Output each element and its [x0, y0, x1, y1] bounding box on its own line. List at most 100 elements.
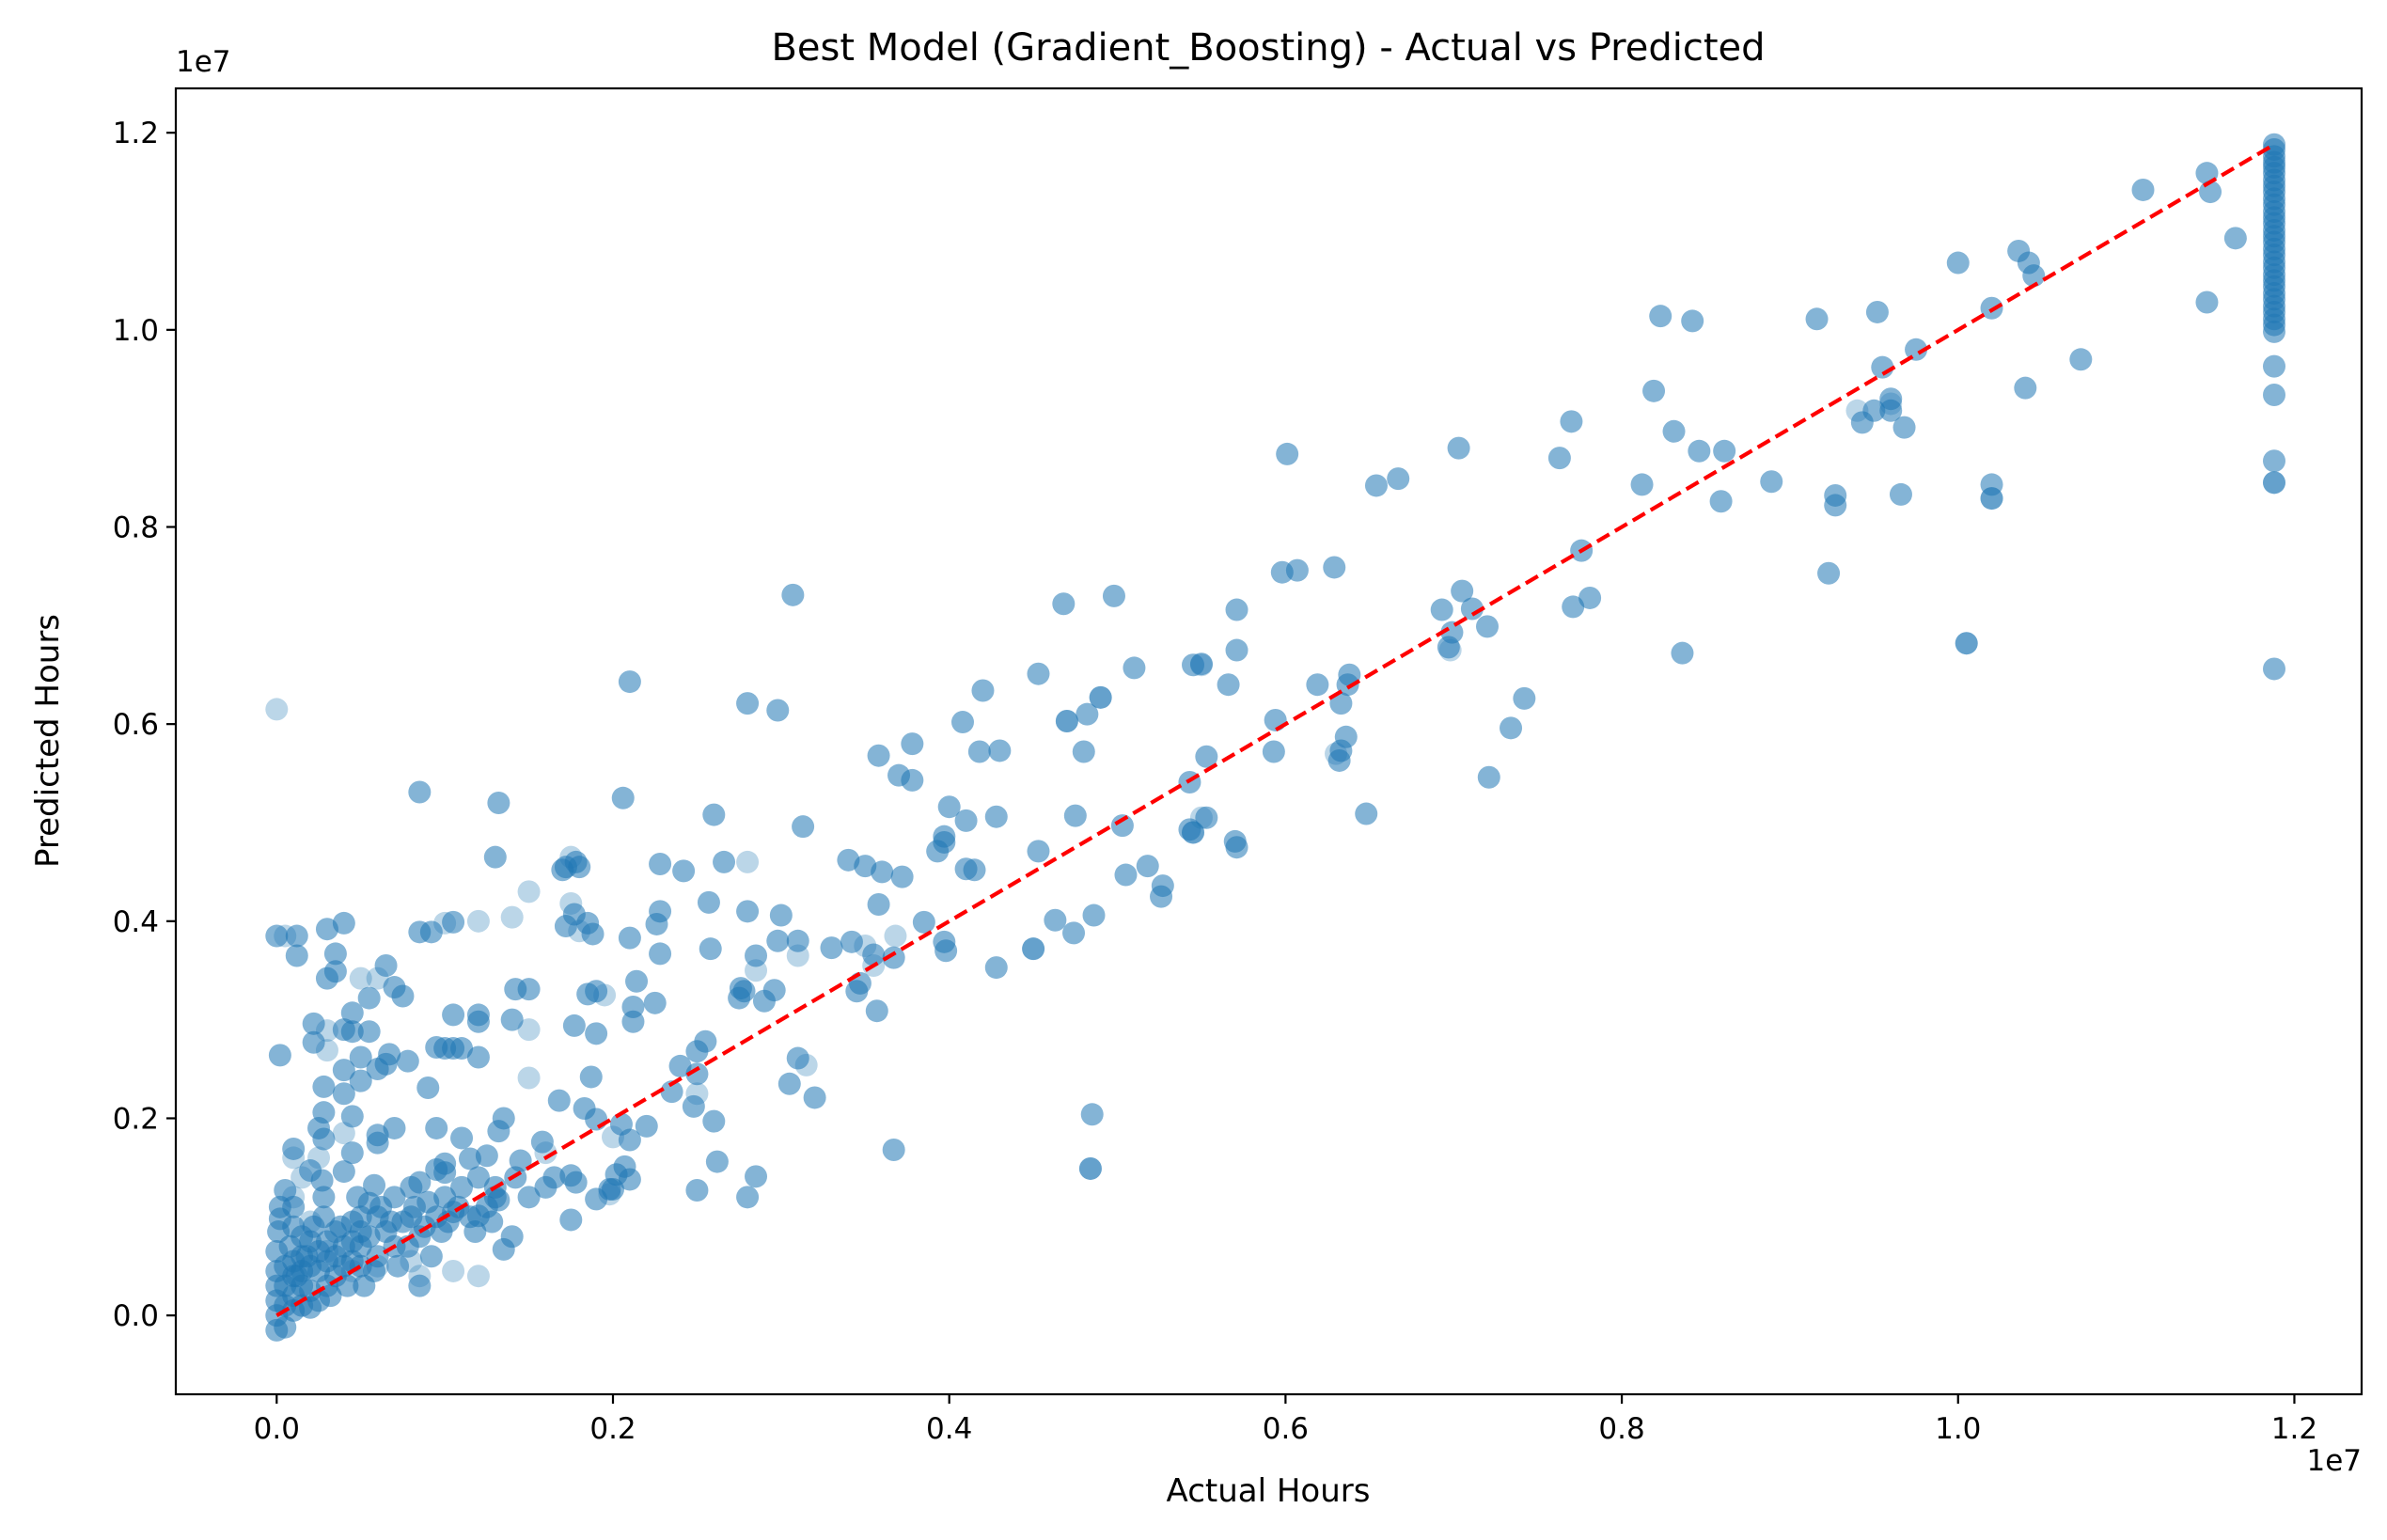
data-point: [400, 1175, 423, 1199]
data-point: [483, 845, 507, 869]
data-point: [2263, 320, 2285, 343]
data-point: [332, 1082, 355, 1106]
data-point: [332, 1018, 355, 1042]
data-point: [1578, 586, 1602, 609]
data-point: [534, 1175, 557, 1199]
data-point: [1063, 804, 1087, 827]
data-point: [442, 910, 465, 934]
data-point: [315, 918, 338, 941]
data-point: [1306, 673, 1329, 697]
data-point: [340, 1141, 364, 1165]
data-point-faint: [466, 909, 490, 933]
data-point: [1323, 556, 1346, 579]
data-point: [379, 1210, 402, 1234]
data-point: [312, 1205, 336, 1229]
data-point: [777, 1072, 801, 1095]
data-point-faint: [517, 880, 541, 904]
data-point: [1336, 673, 1359, 697]
data-point: [585, 1108, 608, 1131]
data-point: [268, 1044, 291, 1067]
data-point: [618, 926, 641, 950]
data-point: [1824, 494, 1847, 517]
data-point: [988, 739, 1012, 762]
data-point: [466, 1010, 490, 1033]
data-point: [643, 991, 667, 1014]
data-point: [1513, 686, 1536, 710]
data-point: [1182, 821, 1205, 844]
data-point: [1182, 653, 1205, 677]
data-point: [803, 1086, 826, 1109]
data-point: [581, 922, 605, 946]
data-point: [336, 1274, 359, 1297]
data-point: [585, 1022, 608, 1045]
data-point: [1630, 473, 1654, 496]
data-point: [685, 1062, 709, 1086]
x-tick-label: 0.2: [589, 1412, 636, 1446]
data-point: [1477, 765, 1500, 789]
data-point: [363, 1259, 386, 1282]
data-point: [2263, 354, 2285, 378]
data-point: [1027, 662, 1050, 685]
data-point: [463, 1220, 487, 1244]
data-point: [312, 1186, 336, 1209]
data-point: [1285, 558, 1309, 582]
data-point: [1062, 921, 1086, 945]
data-point: [781, 583, 805, 606]
data-point: [363, 1173, 386, 1197]
data-point: [867, 744, 890, 767]
data-point: [1892, 416, 1916, 439]
data-point: [408, 780, 432, 804]
data-point: [728, 986, 751, 1010]
data-point: [882, 1139, 905, 1162]
data-point: [349, 1205, 372, 1229]
data-point: [1560, 410, 1583, 433]
x-axis-ticks: 0.0 0.2 0.4 0.6 0.8 1.0 1.2: [254, 1394, 2317, 1446]
data-point: [672, 859, 696, 883]
data-point: [1681, 309, 1704, 333]
data-point: [1102, 584, 1125, 607]
data-point: [984, 956, 1008, 980]
x-tick-label: 1.0: [1935, 1412, 1981, 1446]
data-point: [951, 711, 974, 734]
data-point: [1052, 592, 1076, 616]
data-point: [1329, 692, 1353, 715]
data-point: [1447, 436, 1470, 460]
data-point: [1110, 814, 1134, 838]
data-point: [1889, 482, 1912, 506]
data-point: [1136, 855, 1159, 878]
x-tick-label: 0.4: [926, 1412, 972, 1446]
data-point: [323, 942, 347, 966]
data-point-faint: [884, 924, 907, 948]
data-point: [618, 1128, 641, 1152]
data-point: [649, 853, 672, 876]
data-point: [1217, 673, 1240, 697]
data-point: [1879, 399, 1903, 422]
data-point: [1355, 802, 1378, 825]
data-point: [954, 809, 978, 832]
data-point: [890, 865, 914, 888]
data-point: [840, 930, 863, 953]
data-point: [1276, 442, 1299, 465]
data-point: [912, 910, 935, 934]
data-point: [1817, 561, 1841, 585]
data-point: [699, 937, 722, 961]
data-point: [2014, 376, 2037, 400]
data-point: [871, 860, 894, 884]
data-point: [845, 980, 869, 1003]
data-point: [635, 1114, 658, 1138]
data-point: [2022, 264, 2046, 288]
data-point: [745, 944, 768, 967]
data-point-faint: [442, 1259, 465, 1282]
data-point: [302, 1030, 325, 1054]
data-point: [285, 944, 308, 967]
data-point: [450, 1037, 474, 1061]
y-offset-label: 1e7: [176, 45, 231, 79]
data-point: [786, 929, 809, 952]
data-point: [618, 1168, 641, 1191]
data-point: [865, 999, 888, 1023]
data-point: [1980, 487, 2003, 511]
data-point: [625, 969, 649, 993]
data-point: [450, 1126, 474, 1150]
data-point: [383, 976, 406, 999]
